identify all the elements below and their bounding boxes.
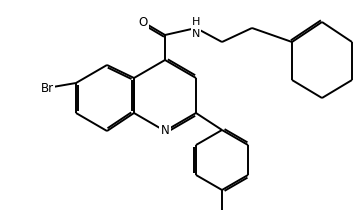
Text: Br: Br <box>40 82 54 95</box>
Text: N: N <box>161 124 169 137</box>
Text: H
N: H N <box>192 17 200 39</box>
Text: O: O <box>138 15 148 29</box>
